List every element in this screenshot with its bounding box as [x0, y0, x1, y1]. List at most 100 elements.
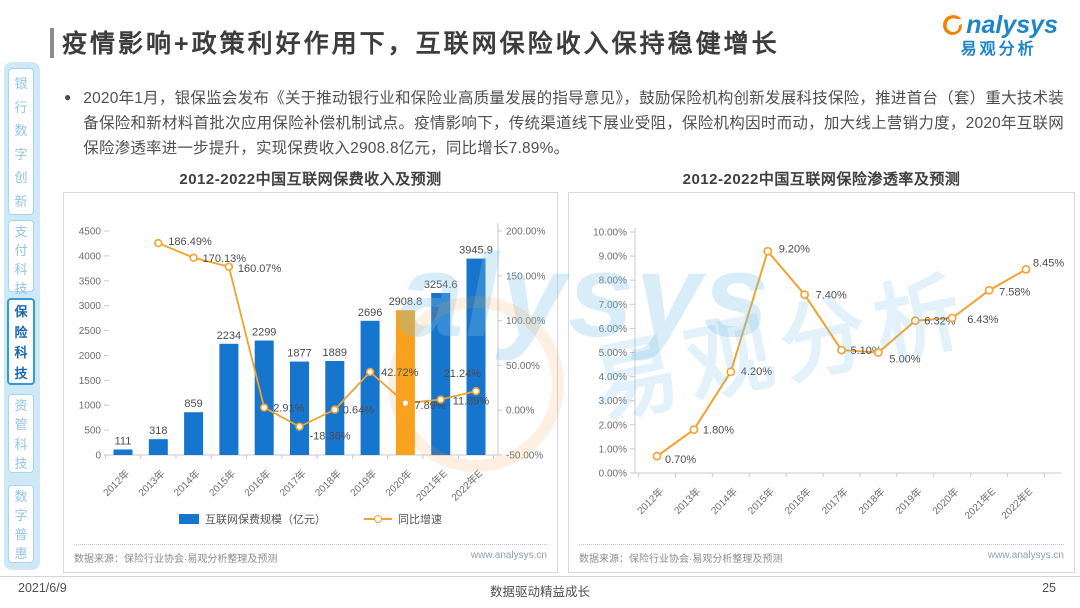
line-marker [689, 425, 699, 435]
line-marker [330, 405, 339, 414]
line-marker [295, 422, 304, 431]
svg-text:2013年: 2013年 [671, 485, 703, 517]
svg-text:5.10%: 5.10% [851, 345, 882, 357]
svg-text:3500: 3500 [79, 276, 102, 287]
chart-legend: 互联网保费规模（亿元） 同比增速 [64, 511, 557, 527]
svg-text:2021年E: 2021年E [962, 485, 999, 522]
sidebar-item-4[interactable]: 资管科技 [8, 394, 34, 473]
svg-text:0.00%: 0.00% [506, 406, 534, 417]
line-marker [837, 345, 846, 355]
line-marker [947, 313, 957, 323]
svg-text:8.45%: 8.45% [1033, 257, 1064, 269]
sidebar-item-5[interactable]: 数字普惠 [8, 485, 34, 563]
svg-text:2012年: 2012年 [100, 467, 132, 499]
svg-text:2015年: 2015年 [745, 485, 777, 517]
bar-2019年 [360, 320, 380, 455]
analysys-logo-icon [943, 15, 963, 35]
legend-item-bar: 互联网保费规模（亿元） [179, 511, 326, 527]
svg-text:-50.00%: -50.00% [506, 451, 543, 462]
page-number: 25 [1042, 581, 1056, 595]
line-marker [260, 403, 269, 412]
svg-text:4500: 4500 [79, 227, 102, 238]
svg-text:1500: 1500 [79, 376, 102, 387]
line-marker [436, 395, 445, 404]
svg-text:3945.9: 3945.9 [459, 245, 493, 257]
svg-text:6.00%: 6.00% [599, 324, 627, 335]
logo-text: nalysys [966, 11, 1058, 39]
sidebar-item-3[interactable]: 保险科技 [7, 298, 35, 385]
right-source-row: 数据来源：保险行业协会·易观分析整理及预测 www.analysys.cn [579, 544, 1064, 565]
svg-text:160.07%: 160.07% [238, 263, 282, 275]
legend-line-label: 同比增速 [398, 514, 442, 526]
svg-text:170.13%: 170.13% [203, 253, 247, 265]
line-marker [763, 246, 773, 256]
penetration-rate-panel: 0.00% 1.00% 2.00% 3.00% 4.00% 5.00% 6.00% 7.00%… [568, 192, 1075, 573]
svg-text:4.20%: 4.20% [741, 366, 772, 378]
bar-2016年 [254, 340, 274, 455]
line-marker [365, 367, 375, 377]
line-marker [224, 262, 234, 271]
left-chart-title: 2012-2022中国互联网保费收入及预测 [179, 171, 442, 188]
svg-text:2234: 2234 [217, 330, 241, 342]
svg-text:0.00%: 0.00% [599, 469, 627, 480]
line-marker-icon [364, 514, 392, 524]
data-source-text: 数据来源：保险行业协会·易观分析整理及预测 [74, 554, 278, 565]
sidebar-item-1[interactable]: 银行数字创新 [8, 68, 34, 215]
svg-text:4.00%: 4.00% [599, 372, 627, 383]
svg-text:2021年E: 2021年E [413, 467, 450, 504]
bar-2020年 [395, 310, 415, 455]
svg-text:1889: 1889 [323, 347, 347, 359]
svg-text:2696: 2696 [358, 307, 382, 319]
penetration-rate-chart: 0.00% 1.00% 2.00% 3.00% 4.00% 5.00% 6.00% 7.00%… [593, 228, 1064, 522]
svg-text:7.58%: 7.58% [999, 286, 1030, 298]
svg-text:2015年: 2015年 [206, 467, 238, 499]
sidebar-nav: 银行数字创新支付科技保险科技资管科技数字普惠 [4, 62, 40, 570]
svg-text:8.00%: 8.00% [599, 276, 627, 287]
svg-text:9.20%: 9.20% [779, 243, 810, 255]
line-marker [189, 253, 198, 262]
svg-text:7.89%: 7.89% [414, 400, 445, 412]
premium-income-chart: 0 500 1000 1500 2000 2500 3000 3500 4000 4500 -50.… [79, 223, 546, 504]
bar-2012年 [113, 449, 133, 455]
svg-text:1.80%: 1.80% [703, 425, 734, 437]
svg-text:100.00%: 100.00% [506, 316, 546, 327]
svg-text:42.72%: 42.72% [381, 367, 419, 379]
svg-text:200.00%: 200.00% [506, 227, 546, 238]
line-marker [471, 386, 481, 396]
svg-text:2014年: 2014年 [708, 485, 740, 517]
svg-text:5.00%: 5.00% [889, 354, 920, 366]
svg-text:-18.36%: -18.36% [310, 431, 351, 443]
svg-text:500: 500 [84, 426, 101, 437]
line-marker [800, 290, 809, 300]
right-chart-title: 2012-2022中国互联网保险渗透率及预测 [682, 171, 961, 188]
svg-text:2020年: 2020年 [929, 485, 961, 517]
svg-text:1.00%: 1.00% [599, 444, 627, 455]
svg-text:3254.6: 3254.6 [424, 279, 458, 291]
bar-2014年 [184, 412, 204, 455]
svg-text:0.64%: 0.64% [343, 405, 374, 417]
svg-text:6.43%: 6.43% [967, 314, 998, 326]
svg-text:2017年: 2017年 [277, 467, 309, 499]
bar-2017年 [290, 361, 309, 455]
bar-swatch-icon [179, 514, 199, 524]
line-marker [984, 285, 994, 295]
svg-text:11.89%: 11.89% [453, 396, 490, 408]
svg-text:2013年: 2013年 [135, 467, 167, 499]
footer-date: 2021/6/9 [18, 581, 67, 595]
svg-text:2.00%: 2.00% [599, 420, 627, 431]
svg-text:2908.8: 2908.8 [389, 296, 423, 308]
data-source-text: 数据来源：保险行业协会·易观分析整理及预测 [579, 554, 783, 565]
line-marker [873, 348, 883, 357]
svg-text:2016年: 2016年 [241, 467, 273, 499]
svg-text:2018年: 2018年 [856, 485, 888, 517]
sidebar-item-2[interactable]: 支付科技 [8, 220, 34, 296]
svg-text:2.91%: 2.91% [273, 403, 304, 415]
svg-text:2020年: 2020年 [383, 467, 415, 499]
svg-text:2019年: 2019年 [347, 467, 379, 499]
svg-text:1877: 1877 [287, 348, 311, 360]
footer-slogan: 数据驱动精益成长 [489, 585, 590, 599]
line-marker [910, 316, 920, 326]
svg-text:318: 318 [149, 425, 167, 437]
svg-text:7.00%: 7.00% [599, 300, 627, 311]
